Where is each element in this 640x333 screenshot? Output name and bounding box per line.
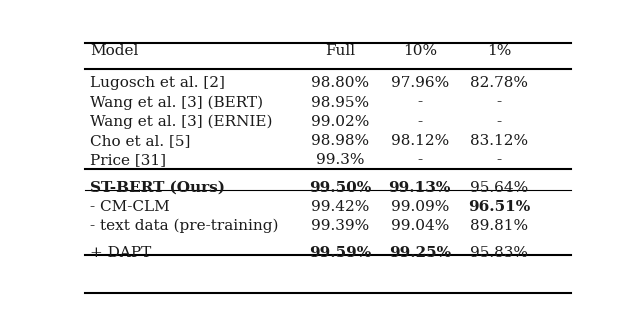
Text: 99.25%: 99.25% xyxy=(388,246,451,260)
Text: Price [31]: Price [31] xyxy=(90,153,166,167)
Text: 95.64%: 95.64% xyxy=(470,181,528,195)
Text: 98.95%: 98.95% xyxy=(311,96,369,110)
Text: Wang et al. [3] (ERNIE): Wang et al. [3] (ERNIE) xyxy=(90,115,273,129)
Text: 99.09%: 99.09% xyxy=(390,200,449,214)
Text: Model: Model xyxy=(90,45,138,59)
Text: -: - xyxy=(417,96,422,110)
Text: -: - xyxy=(497,153,502,167)
Text: 99.13%: 99.13% xyxy=(388,181,451,195)
Text: 82.78%: 82.78% xyxy=(470,76,528,91)
Text: 99.50%: 99.50% xyxy=(309,181,372,195)
Text: 98.98%: 98.98% xyxy=(311,134,369,148)
Text: Full: Full xyxy=(325,45,355,59)
Text: -: - xyxy=(417,153,422,167)
Text: 99.59%: 99.59% xyxy=(309,246,372,260)
Text: 10%: 10% xyxy=(403,45,437,59)
Text: + DAPT: + DAPT xyxy=(90,246,151,260)
Text: 89.81%: 89.81% xyxy=(470,219,528,233)
Text: 99.3%: 99.3% xyxy=(316,153,365,167)
Text: Lugosch et al. [2]: Lugosch et al. [2] xyxy=(90,76,225,91)
Text: - text data (pre-training): - text data (pre-training) xyxy=(90,219,278,233)
Text: - CM-CLM: - CM-CLM xyxy=(90,200,170,214)
Text: Wang et al. [3] (BERT): Wang et al. [3] (BERT) xyxy=(90,95,263,110)
Text: 99.39%: 99.39% xyxy=(311,219,369,233)
Text: -: - xyxy=(417,115,422,129)
Text: -: - xyxy=(497,96,502,110)
Text: 99.02%: 99.02% xyxy=(311,115,369,129)
Text: 96.51%: 96.51% xyxy=(468,200,531,214)
Text: 1%: 1% xyxy=(487,45,511,59)
Text: 98.80%: 98.80% xyxy=(311,76,369,91)
Text: ST-BERT (Ours): ST-BERT (Ours) xyxy=(90,181,225,195)
Text: Cho et al. [5]: Cho et al. [5] xyxy=(90,134,190,148)
Text: 99.42%: 99.42% xyxy=(311,200,369,214)
Text: 99.04%: 99.04% xyxy=(390,219,449,233)
Text: 83.12%: 83.12% xyxy=(470,134,528,148)
Text: 98.12%: 98.12% xyxy=(390,134,449,148)
Text: 97.96%: 97.96% xyxy=(390,76,449,91)
Text: -: - xyxy=(497,115,502,129)
Text: 95.83%: 95.83% xyxy=(470,246,528,260)
